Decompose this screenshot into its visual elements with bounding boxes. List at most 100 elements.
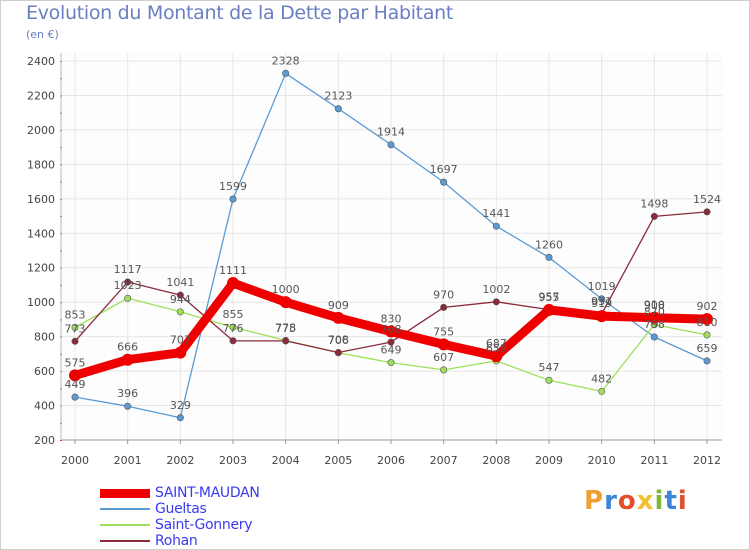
data-label: 755 <box>433 325 454 338</box>
logo-letter: r <box>604 486 618 516</box>
logo-letter: i <box>677 486 688 516</box>
data-point-saint-gonnery <box>176 308 184 316</box>
data-point-gueltas <box>71 393 79 401</box>
data-label: 810 <box>697 316 718 329</box>
data-label: 830 <box>381 312 402 325</box>
data-point-saint-maudan <box>543 303 555 316</box>
data-label: 798 <box>644 318 665 331</box>
data-label: 1002 <box>482 283 510 296</box>
data-point-saint-maudan <box>332 311 345 324</box>
logo-letter: x <box>636 486 655 516</box>
data-point-saint-maudan <box>648 311 661 324</box>
data-point-saint-maudan <box>437 338 450 351</box>
data-point-gueltas <box>334 105 342 113</box>
data-point-gueltas <box>176 414 184 422</box>
data-point-rohan <box>492 298 500 306</box>
x-tick-label: 2000 <box>61 454 89 467</box>
logo-letter: t <box>664 486 678 516</box>
legend-item: SAINT-MAUDAN <box>100 485 340 501</box>
data-label: 944 <box>170 293 191 306</box>
data-label: 449 <box>65 378 86 391</box>
data-point-saint-maudan <box>279 296 292 309</box>
legend-swatch <box>100 524 150 526</box>
data-label: 1524 <box>693 193 721 206</box>
data-label: 919 <box>591 297 612 310</box>
data-label: 909 <box>328 299 349 312</box>
data-label: 931 <box>591 295 612 308</box>
data-label: 607 <box>433 351 454 364</box>
data-label: 1041 <box>166 276 194 289</box>
data-point-rohan <box>440 303 448 311</box>
data-label: 1697 <box>430 163 458 176</box>
data-point-rohan <box>229 337 237 345</box>
data-point-gueltas <box>229 195 237 203</box>
legend-label: Rohan <box>155 533 198 549</box>
data-point-rohan <box>71 337 79 345</box>
data-point-rohan <box>124 278 132 286</box>
data-label: 687 <box>486 337 507 350</box>
x-tick-label: 2008 <box>482 454 510 467</box>
data-point-saint-gonnery <box>71 324 79 332</box>
x-tick-label: 2003 <box>219 454 247 467</box>
x-tick-label: 2010 <box>588 454 616 467</box>
legend-item: Rohan <box>100 533 340 549</box>
legend-label: Gueltas <box>155 501 207 517</box>
logo-letter: P <box>584 486 605 516</box>
data-point-rohan <box>334 348 342 356</box>
proxiti-logo: Proxiti <box>584 486 688 516</box>
y-tick-label: 1000 <box>27 296 55 309</box>
data-label: 1000 <box>272 283 300 296</box>
y-tick-label: 1800 <box>27 158 55 171</box>
legend-item: Gueltas <box>100 501 340 517</box>
data-label: 1019 <box>588 280 616 293</box>
data-point-saint-maudan <box>490 350 503 363</box>
data-label: 1117 <box>114 263 142 276</box>
data-label: 1441 <box>482 207 510 220</box>
data-label: 1023 <box>114 279 142 292</box>
data-label: 910 <box>644 299 665 312</box>
x-tick-label: 2005 <box>324 454 352 467</box>
y-tick-label: 2400 <box>27 55 55 68</box>
data-label: 908 <box>644 299 665 312</box>
x-tick-label: 2007 <box>430 454 458 467</box>
data-point-saint-gonnery <box>545 376 553 384</box>
legend-item: Saint-Gonnery <box>100 517 340 533</box>
y-tick-label: 2200 <box>27 89 55 102</box>
data-point-saint-gonnery <box>229 323 237 331</box>
data-point-gueltas <box>387 141 395 149</box>
x-tick-label: 2001 <box>114 454 142 467</box>
y-tick-label: 1200 <box>27 262 55 275</box>
data-label: 778 <box>275 321 296 334</box>
data-label: 970 <box>433 288 454 301</box>
data-label: 708 <box>328 333 349 346</box>
x-tick-label: 2009 <box>535 454 563 467</box>
x-tick-label: 2002 <box>166 454 194 467</box>
data-label: 396 <box>117 387 138 400</box>
legend-swatch <box>100 540 150 542</box>
y-tick-label: 200 <box>34 434 55 447</box>
x-tick-label: 2006 <box>377 454 405 467</box>
data-point-saint-maudan <box>227 277 239 290</box>
data-label: 2328 <box>272 54 300 67</box>
data-point-saint-maudan <box>595 310 608 323</box>
data-label: 482 <box>591 372 612 385</box>
data-point-saint-maudan <box>121 353 134 366</box>
data-label: 666 <box>117 341 138 354</box>
data-label: 957 <box>539 291 560 304</box>
data-label: 706 <box>328 334 349 347</box>
chart-title: Evolution du Montant de la Dette par Hab… <box>26 2 454 24</box>
data-label: 659 <box>486 342 507 355</box>
data-label: 775 <box>275 322 296 335</box>
data-label: 649 <box>381 344 402 357</box>
data-point-saint-gonnery <box>703 331 711 339</box>
data-point-saint-maudan <box>385 325 397 338</box>
y-tick-label: 400 <box>34 400 55 413</box>
y-tick-label: 600 <box>34 365 55 378</box>
data-label: 855 <box>223 308 244 321</box>
data-label: 707 <box>170 334 191 347</box>
data-point-gueltas <box>440 178 448 186</box>
data-point-gueltas <box>545 253 553 261</box>
data-point-rohan <box>650 212 658 220</box>
data-label: 902 <box>697 300 718 313</box>
data-point-saint-gonnery <box>387 359 395 367</box>
